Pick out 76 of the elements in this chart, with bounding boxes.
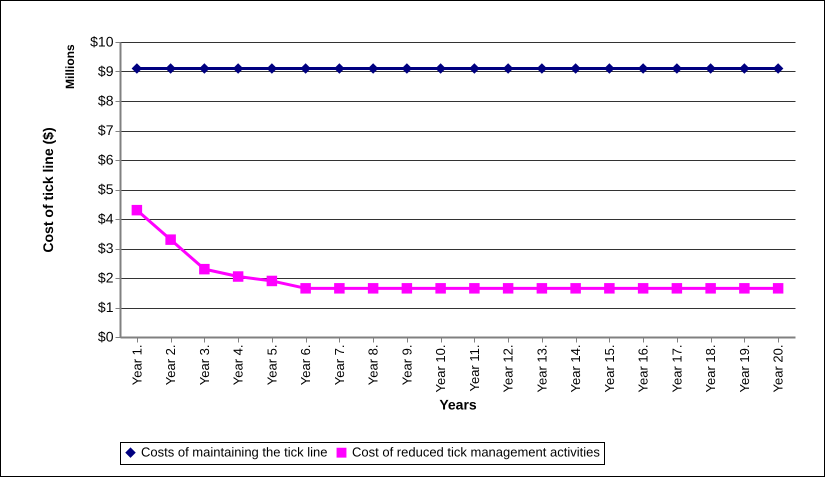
point: [266, 276, 278, 286]
x-tick-label: Year 9.: [399, 344, 414, 386]
x-tick-label: Year 10.: [433, 344, 448, 392]
y-tick-label: $5: [98, 181, 114, 197]
y-tick-label: $7: [98, 122, 114, 138]
point: [368, 283, 378, 294]
x-tick-label: Year 6.: [298, 344, 314, 386]
point: [469, 63, 480, 74]
point: [772, 63, 784, 74]
point: [705, 63, 716, 74]
point: [232, 271, 244, 282]
point: [132, 63, 142, 74]
point: [536, 63, 548, 74]
point: [132, 204, 142, 216]
point: [502, 63, 514, 74]
x-tick-label: Year 17.: [669, 344, 684, 392]
point: [402, 283, 412, 294]
point: [334, 63, 345, 74]
point: [266, 63, 278, 74]
y-tick-label: $8: [98, 92, 114, 108]
x-tick-label: Year 15.: [602, 344, 617, 392]
legend-label: Cost of reduced tick management activities: [352, 444, 600, 460]
y-tick-label: $6: [98, 152, 114, 168]
x-tick-label: Year 3.: [196, 344, 212, 386]
point: [604, 283, 615, 294]
point: [300, 63, 311, 74]
text: Millions: [63, 44, 77, 89]
x-tick-label: Year 19.: [736, 344, 752, 392]
x-tick-label: Year 13.: [534, 344, 550, 392]
x-tick-label: Year 5.: [264, 344, 280, 386]
point: [435, 63, 446, 74]
y-tick-label: $0: [98, 328, 114, 344]
y-tick-label: $9: [98, 63, 114, 79]
point: [435, 283, 446, 294]
point: [638, 283, 648, 294]
point: [402, 63, 412, 74]
point: [300, 283, 311, 294]
point: [199, 63, 210, 74]
y-axis-title: Cost of tick line ($): [40, 127, 56, 253]
x-tick-label: Year 8.: [366, 344, 381, 386]
point: [672, 283, 682, 294]
y-tick-label: $10: [90, 34, 114, 50]
point: [570, 63, 581, 74]
x-tick-label: Year 14.: [568, 344, 584, 392]
point: [199, 264, 210, 274]
point: [469, 283, 480, 294]
point: [638, 63, 648, 74]
legend-label: Costs of maintaining the tick line: [141, 444, 328, 460]
x-tick-label: Year 4.: [230, 344, 246, 386]
x-tick-label: Year 7.: [332, 344, 347, 386]
point: [705, 283, 716, 294]
point: [604, 63, 615, 74]
x-tick-label: Year 20.: [770, 344, 786, 392]
point: [165, 234, 176, 245]
point: [536, 283, 548, 294]
x-tick-label: Year 2.: [163, 344, 178, 386]
point: [672, 63, 682, 74]
y-tick-label: $1: [98, 299, 114, 315]
x-tick-label: Year 1.: [129, 344, 144, 386]
point: [739, 283, 750, 294]
point: [232, 63, 244, 74]
x-tick-label: Year 12.: [500, 344, 516, 392]
x-axis-title: Years: [439, 396, 477, 412]
y-tick-label: $4: [98, 210, 114, 226]
x-tick-label: Year 18.: [703, 344, 718, 392]
point: [368, 63, 378, 74]
y-tick-label: $2: [98, 270, 114, 286]
point: [772, 283, 784, 294]
point: [334, 283, 345, 294]
point: [570, 283, 581, 294]
y-tick-label: $3: [98, 240, 114, 256]
point: [165, 63, 176, 74]
point: [502, 283, 514, 294]
x-tick-label: Year 11.: [466, 344, 482, 392]
x-tick-label: Year 16.: [636, 344, 651, 392]
point: [739, 63, 750, 74]
